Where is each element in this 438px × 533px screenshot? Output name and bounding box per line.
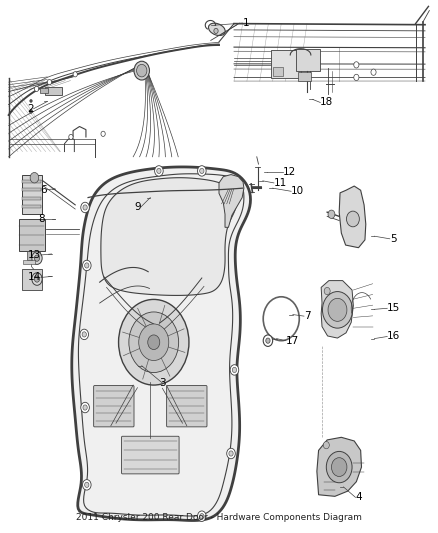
Polygon shape bbox=[72, 167, 251, 521]
Circle shape bbox=[129, 312, 179, 373]
Bar bbox=[22, 188, 41, 191]
Circle shape bbox=[137, 64, 147, 77]
Circle shape bbox=[200, 514, 204, 519]
Circle shape bbox=[323, 441, 329, 449]
Circle shape bbox=[328, 298, 347, 321]
Bar bbox=[272, 67, 283, 76]
Circle shape bbox=[200, 168, 204, 174]
Bar bbox=[27, 251, 40, 260]
Polygon shape bbox=[101, 177, 237, 295]
Text: 13: 13 bbox=[28, 250, 41, 260]
Text: 6: 6 bbox=[41, 185, 47, 195]
Circle shape bbox=[47, 79, 52, 85]
FancyBboxPatch shape bbox=[94, 385, 134, 427]
Bar bbox=[23, 260, 35, 264]
Circle shape bbox=[101, 131, 105, 136]
Circle shape bbox=[155, 166, 163, 176]
Circle shape bbox=[81, 202, 89, 213]
Text: 9: 9 bbox=[134, 202, 141, 212]
Circle shape bbox=[139, 324, 169, 360]
Polygon shape bbox=[219, 175, 244, 228]
Bar bbox=[296, 49, 320, 71]
Circle shape bbox=[230, 365, 239, 375]
Circle shape bbox=[198, 511, 206, 521]
Bar bbox=[18, 220, 45, 251]
Circle shape bbox=[227, 448, 235, 459]
Circle shape bbox=[263, 335, 272, 346]
Circle shape bbox=[32, 273, 42, 285]
Text: 4: 4 bbox=[356, 492, 362, 503]
Circle shape bbox=[85, 263, 89, 268]
Circle shape bbox=[35, 86, 39, 92]
Circle shape bbox=[30, 99, 32, 102]
Circle shape bbox=[346, 211, 359, 227]
Text: 3: 3 bbox=[159, 378, 166, 388]
Text: 7: 7 bbox=[304, 311, 311, 321]
FancyBboxPatch shape bbox=[122, 436, 179, 474]
Text: 12: 12 bbox=[283, 167, 296, 177]
Text: 16: 16 bbox=[387, 332, 400, 342]
Text: 2011 Chrysler 200 Rear Door - Hardware Components Diagram: 2011 Chrysler 200 Rear Door - Hardware C… bbox=[76, 513, 362, 522]
Circle shape bbox=[266, 338, 270, 343]
Bar bbox=[39, 88, 48, 93]
Polygon shape bbox=[321, 280, 353, 338]
Bar bbox=[21, 269, 42, 290]
Text: 14: 14 bbox=[28, 272, 41, 282]
Circle shape bbox=[229, 451, 233, 456]
Circle shape bbox=[232, 367, 237, 373]
Circle shape bbox=[81, 402, 89, 413]
Bar bbox=[21, 175, 42, 214]
Circle shape bbox=[354, 62, 359, 68]
Bar bbox=[22, 205, 41, 208]
Circle shape bbox=[85, 482, 89, 488]
Circle shape bbox=[119, 300, 189, 385]
Bar bbox=[22, 197, 41, 200]
Circle shape bbox=[35, 276, 39, 282]
Circle shape bbox=[80, 329, 88, 340]
Circle shape bbox=[322, 292, 353, 328]
Circle shape bbox=[198, 166, 206, 176]
Circle shape bbox=[134, 61, 149, 80]
Polygon shape bbox=[317, 437, 361, 496]
Circle shape bbox=[324, 287, 330, 295]
Text: 2: 2 bbox=[27, 104, 34, 114]
Circle shape bbox=[354, 74, 359, 80]
Circle shape bbox=[82, 332, 86, 337]
Circle shape bbox=[328, 210, 335, 219]
Circle shape bbox=[32, 252, 42, 264]
Text: 5: 5 bbox=[390, 234, 396, 244]
Circle shape bbox=[83, 405, 87, 410]
Polygon shape bbox=[339, 186, 366, 248]
Text: 1: 1 bbox=[243, 18, 249, 28]
Circle shape bbox=[73, 71, 78, 77]
Circle shape bbox=[332, 458, 347, 477]
Bar bbox=[45, 87, 62, 95]
Bar bbox=[271, 50, 300, 78]
Text: 8: 8 bbox=[39, 214, 45, 224]
Text: 11: 11 bbox=[274, 178, 287, 188]
Circle shape bbox=[35, 255, 39, 261]
Circle shape bbox=[371, 69, 376, 75]
Circle shape bbox=[30, 173, 39, 183]
Circle shape bbox=[29, 109, 33, 114]
Circle shape bbox=[148, 335, 160, 350]
Text: 17: 17 bbox=[286, 336, 299, 346]
Circle shape bbox=[83, 205, 87, 210]
Bar bbox=[298, 71, 311, 81]
Circle shape bbox=[82, 260, 91, 271]
Bar bbox=[22, 180, 41, 183]
Circle shape bbox=[82, 480, 91, 490]
Circle shape bbox=[214, 28, 218, 34]
Text: 18: 18 bbox=[320, 98, 334, 108]
Text: 15: 15 bbox=[387, 303, 400, 313]
Circle shape bbox=[326, 451, 352, 483]
Circle shape bbox=[69, 134, 73, 140]
Ellipse shape bbox=[208, 23, 225, 36]
FancyBboxPatch shape bbox=[166, 385, 207, 427]
Text: 10: 10 bbox=[291, 186, 304, 196]
Circle shape bbox=[157, 168, 161, 174]
